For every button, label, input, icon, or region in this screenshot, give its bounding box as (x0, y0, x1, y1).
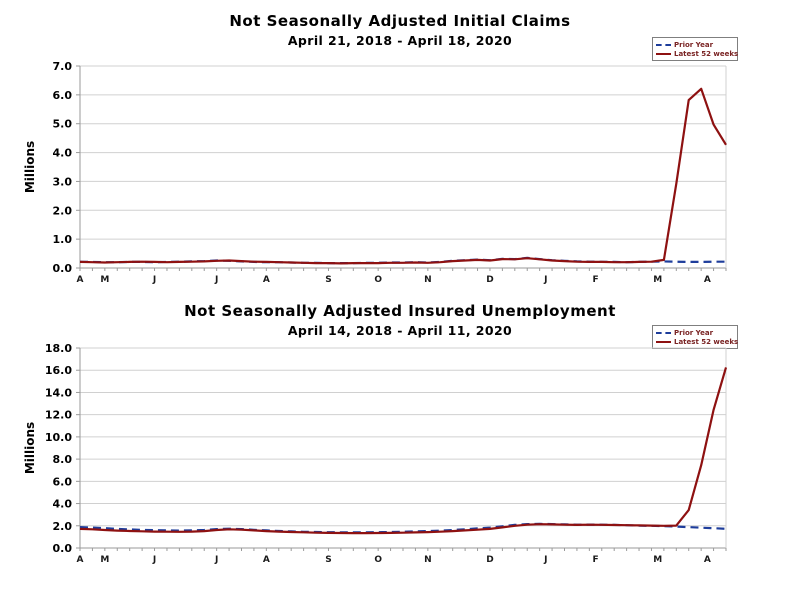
x-month-label: S (325, 555, 331, 565)
chart2-legend-prior-year: Prior Year (656, 328, 734, 337)
x-month-label: J (543, 275, 547, 285)
latest-52-weeks-line-swatch (656, 52, 671, 55)
chart1-legend-latest: Latest 52 weeks (656, 49, 738, 58)
x-month-label: A (263, 275, 270, 285)
chart2-legend: Prior Year Latest 52 weeks (652, 325, 738, 349)
latest-52-weeks-line (79, 87, 727, 265)
y-tick-label: 18.0 (45, 342, 72, 355)
x-month-label: M (653, 275, 662, 285)
x-month-label: N (424, 555, 432, 565)
y-tick-label: 7.0 (53, 60, 73, 73)
y-tick-label: 10.0 (45, 431, 72, 444)
y-tick-label: 0.0 (53, 262, 73, 275)
y-tick-label: 16.0 (45, 364, 72, 377)
y-tick-label: 6.0 (53, 89, 73, 102)
latest-52-weeks-line-swatch (656, 340, 671, 343)
x-month-label: A (704, 275, 711, 285)
chart2-title: Not Seasonally Adjusted Insured Unemploy… (184, 302, 616, 320)
x-month-label: F (592, 555, 598, 565)
y-tick-label: 4.0 (53, 498, 73, 511)
x-month-label: A (704, 555, 711, 565)
y-tick-label: 14.0 (45, 386, 72, 399)
chart-2-plot-area: 0.0 2.0 4.0 6.0 8.0 10.0 12.0 14.0 16.0 18.0 A M J J A… (45, 342, 728, 565)
chart1-legend: Prior Year Latest 52 weeks (652, 37, 738, 61)
chart1-legend-prior-year: Prior Year (656, 40, 734, 49)
x-month-label: A (263, 555, 270, 565)
x-month-label: J (214, 555, 218, 565)
x-month-label: M (100, 555, 109, 565)
x-month-label: O (374, 275, 382, 285)
chart2-subtitle: April 14, 2018 - April 11, 2020 (287, 323, 513, 338)
x-month-label: J (214, 275, 218, 285)
y-tick-label: 3.0 (53, 175, 73, 188)
x-month-label: D (486, 555, 493, 565)
chart1-subtitle: April 21, 2018 - April 18, 2020 (287, 33, 513, 48)
x-month-label: A (77, 555, 84, 565)
x-month-label: J (543, 555, 547, 565)
prior-year-legend-label: Prior Year (674, 328, 714, 337)
latest-52-weeks-legend-label: Latest 52 weeks (674, 337, 739, 346)
x-month-label: O (374, 555, 382, 565)
y-tick-label: 6.0 (53, 475, 73, 488)
latest-52-weeks-line (79, 367, 728, 535)
x-month-label: S (325, 275, 331, 285)
chart-1-plot-area: 0.0 1.0 2.0 3.0 4.0 5.0 6.0 7.0 A M J J A S O N D J F M A (53, 60, 727, 285)
chart2-legend-latest: Latest 52 weeks (656, 337, 738, 346)
y-tick-label: 2.0 (53, 204, 73, 217)
y-tick-label: 5.0 (53, 118, 73, 131)
x-month-label: M (653, 555, 662, 565)
x-month-label: F (592, 275, 598, 285)
x-month-label: N (424, 275, 432, 285)
x-month-label: A (77, 275, 84, 285)
y-tick-label: 0.0 (53, 542, 73, 555)
x-month-label: D (486, 275, 493, 285)
y-tick-label: 1.0 (53, 233, 73, 246)
y-tick-label: 12.0 (45, 409, 72, 422)
y-tick-label: 2.0 (53, 520, 73, 533)
x-month-label: J (152, 555, 156, 565)
prior-year-legend-label: Prior Year (674, 40, 714, 49)
x-month-label: J (152, 275, 156, 285)
prior-year-line-swatch (656, 43, 671, 46)
y-tick-label: 4.0 (53, 147, 73, 160)
chart1-title: Not Seasonally Adjusted Initial Claims (229, 12, 571, 30)
latest-52-weeks-legend-label: Latest 52 weeks (674, 49, 739, 58)
x-month-label: M (100, 275, 109, 285)
y-tick-label: 8.0 (53, 453, 73, 466)
prior-year-line-swatch (656, 331, 671, 334)
